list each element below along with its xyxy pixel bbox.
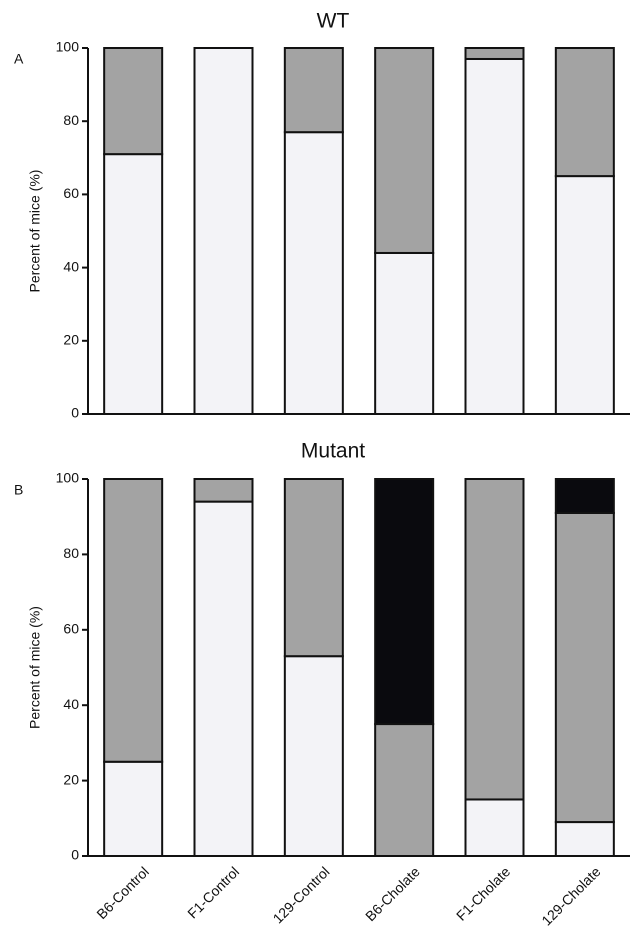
bar-segment — [283, 47, 344, 134]
bar-segment — [103, 478, 164, 763]
x-tick-label: 129-Cholate — [538, 863, 603, 928]
y-tick-label: 20 — [63, 332, 79, 348]
bar-segment — [464, 798, 525, 858]
x-tick-label: B6-Cholate — [362, 863, 423, 924]
bar-segment — [554, 175, 615, 415]
y-tick-label: 60 — [63, 185, 79, 201]
y-tick-label: 0 — [71, 405, 79, 421]
bar-segment — [554, 511, 615, 824]
bar-segment — [193, 47, 254, 415]
y-tick-label: 100 — [56, 470, 80, 486]
x-tick-label: F1-Cholate — [453, 863, 513, 923]
bar-segment — [283, 655, 344, 857]
x-tick-label: F1-Control — [184, 863, 242, 921]
bar-segment — [103, 47, 164, 156]
y-tick-label: 100 — [56, 39, 80, 55]
bar-segment — [374, 723, 435, 857]
bar-segment — [554, 478, 615, 514]
bar-segment — [374, 478, 435, 726]
bar-segment — [374, 47, 435, 254]
chart-title: WT — [317, 10, 350, 33]
bar-segment — [554, 821, 615, 858]
y-tick-label: 80 — [63, 112, 79, 128]
bar-segment — [554, 47, 615, 178]
bar-segment — [374, 251, 435, 415]
bar-segment — [193, 500, 254, 857]
y-tick-label: 0 — [71, 847, 79, 863]
y-tick-label: 40 — [63, 696, 79, 712]
bar-segment — [193, 478, 254, 503]
bar-segment — [464, 57, 525, 415]
bar-segment — [464, 478, 525, 801]
x-tick-label: 129-Control — [270, 863, 333, 926]
panel-label: B — [14, 482, 23, 498]
bar-segment — [283, 478, 344, 658]
y-tick-label: 80 — [63, 545, 79, 561]
y-tick-label: 20 — [63, 771, 79, 787]
bar-segment — [464, 47, 525, 60]
y-axis-label: Percent of mice (%) — [27, 170, 43, 293]
x-tick-label: B6-Control — [93, 863, 152, 922]
bar-segment — [103, 153, 164, 415]
bar-segment — [283, 131, 344, 415]
y-tick-label: 60 — [63, 621, 79, 637]
chart-title: Mutant — [301, 440, 365, 463]
panel-label: A — [14, 51, 24, 67]
y-axis-label: Percent of mice (%) — [27, 606, 43, 729]
y-tick-label: 40 — [63, 258, 79, 274]
bar-segment — [103, 760, 164, 857]
